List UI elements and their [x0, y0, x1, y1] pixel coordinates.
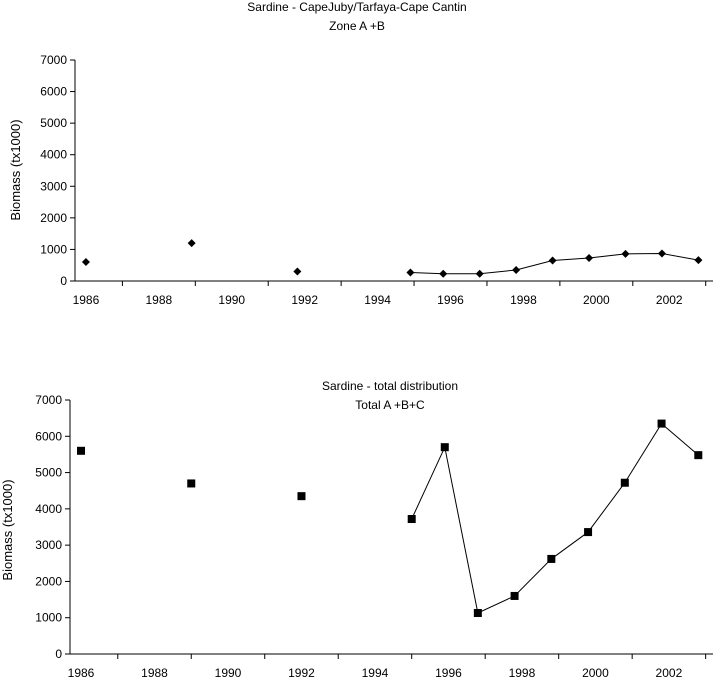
data-point [657, 249, 666, 258]
data-point [407, 515, 416, 524]
data-point [406, 268, 415, 277]
y-tick-label: 3000 [35, 538, 62, 552]
y-tick-label: 6000 [35, 429, 62, 443]
x-tick-label: 2000 [583, 293, 610, 307]
data-point [440, 443, 449, 452]
y-tick-label: 7000 [40, 53, 67, 67]
x-tick-label: 1986 [73, 293, 100, 307]
data-point [77, 446, 86, 455]
data-point [547, 554, 556, 563]
x-tick-label: 1988 [145, 293, 172, 307]
y-tick-label: 0 [60, 274, 67, 288]
chart-top-ylabel: Biomass (tx1000) [8, 119, 23, 220]
x-tick-label: 1992 [288, 666, 315, 680]
chart-bottom-title: Sardine - total distribution [322, 379, 458, 393]
data-point [620, 478, 629, 487]
x-tick-label: 1988 [141, 666, 168, 680]
x-tick-label: 1994 [362, 666, 389, 680]
y-tick-label: 5000 [35, 466, 62, 480]
data-point [510, 591, 519, 600]
chart-top-series [81, 239, 703, 278]
data-point [439, 269, 448, 278]
data-point [512, 265, 521, 274]
data-point [584, 528, 593, 537]
y-tick-label: 4000 [35, 502, 62, 516]
data-point [621, 249, 630, 258]
chart-bottom-axes [69, 400, 713, 655]
data-point [187, 239, 196, 248]
x-tick-label: 2002 [656, 293, 683, 307]
chart-bottom-series [77, 419, 703, 617]
y-tick-label: 1000 [40, 242, 67, 256]
data-point [475, 269, 484, 278]
data-point [187, 479, 196, 488]
x-tick-label: 1992 [291, 293, 318, 307]
x-tick-label: 1994 [364, 293, 391, 307]
x-tick-label: 1996 [435, 666, 462, 680]
series-line [410, 253, 699, 275]
chart-bottom-ylabel: Biomass (tx1000) [0, 479, 15, 580]
data-point [297, 492, 306, 501]
y-tick-label: 1000 [35, 611, 62, 625]
chart-top-title: Sardine - CapeJuby/Tarfaya-Cape Cantin [247, 0, 466, 14]
x-tick-label: 1990 [218, 293, 245, 307]
y-tick-label: 7000 [35, 393, 62, 407]
chart-top-axes [74, 60, 713, 282]
y-tick-label: 4000 [40, 148, 67, 162]
x-tick-label: 1998 [509, 666, 536, 680]
x-tick-label: 2002 [656, 666, 683, 680]
series-line [411, 422, 699, 614]
chart-bottom-y-ticks: 0 1000 2000 3000 4000 5000 6000 7000 [35, 393, 70, 661]
x-tick-label: 2000 [582, 666, 609, 680]
x-tick-label: 1996 [437, 293, 464, 307]
data-point [694, 256, 703, 265]
chart-bottom-x-ticks: 1986 1988 1990 1992 1994 1996 1998 2000 2002 [68, 654, 707, 680]
chart-top-y-ticks: 0 1000 2000 3000 4000 5000 6000 7000 [40, 53, 75, 288]
y-tick-label: 0 [55, 647, 62, 661]
data-point [81, 258, 90, 267]
chart-top: Sardine - CapeJuby/Tarfaya-Cape Cantin Z… [8, 0, 713, 307]
x-tick-label: 1990 [215, 666, 242, 680]
y-tick-label: 6000 [40, 85, 67, 99]
y-tick-label: 2000 [35, 574, 62, 588]
data-point [473, 608, 482, 617]
chart-bottom: Sardine - total distribution Total A +B+… [0, 379, 713, 680]
chart-top-x-ticks: 1986 1988 1990 1992 1994 1996 1998 2000 2002 [73, 281, 707, 307]
data-point [548, 256, 557, 265]
chart-top-subtitle: Zone A +B [329, 19, 385, 33]
data-point [585, 253, 594, 262]
y-tick-label: 3000 [40, 179, 67, 193]
y-tick-label: 5000 [40, 116, 67, 130]
data-point [657, 419, 666, 428]
y-tick-label: 2000 [40, 211, 67, 225]
x-tick-label: 1986 [68, 666, 95, 680]
chart-bottom-subtitle: Total A +B+C [355, 398, 425, 412]
data-point [694, 451, 703, 460]
data-point [293, 267, 302, 276]
x-tick-label: 1998 [510, 293, 537, 307]
